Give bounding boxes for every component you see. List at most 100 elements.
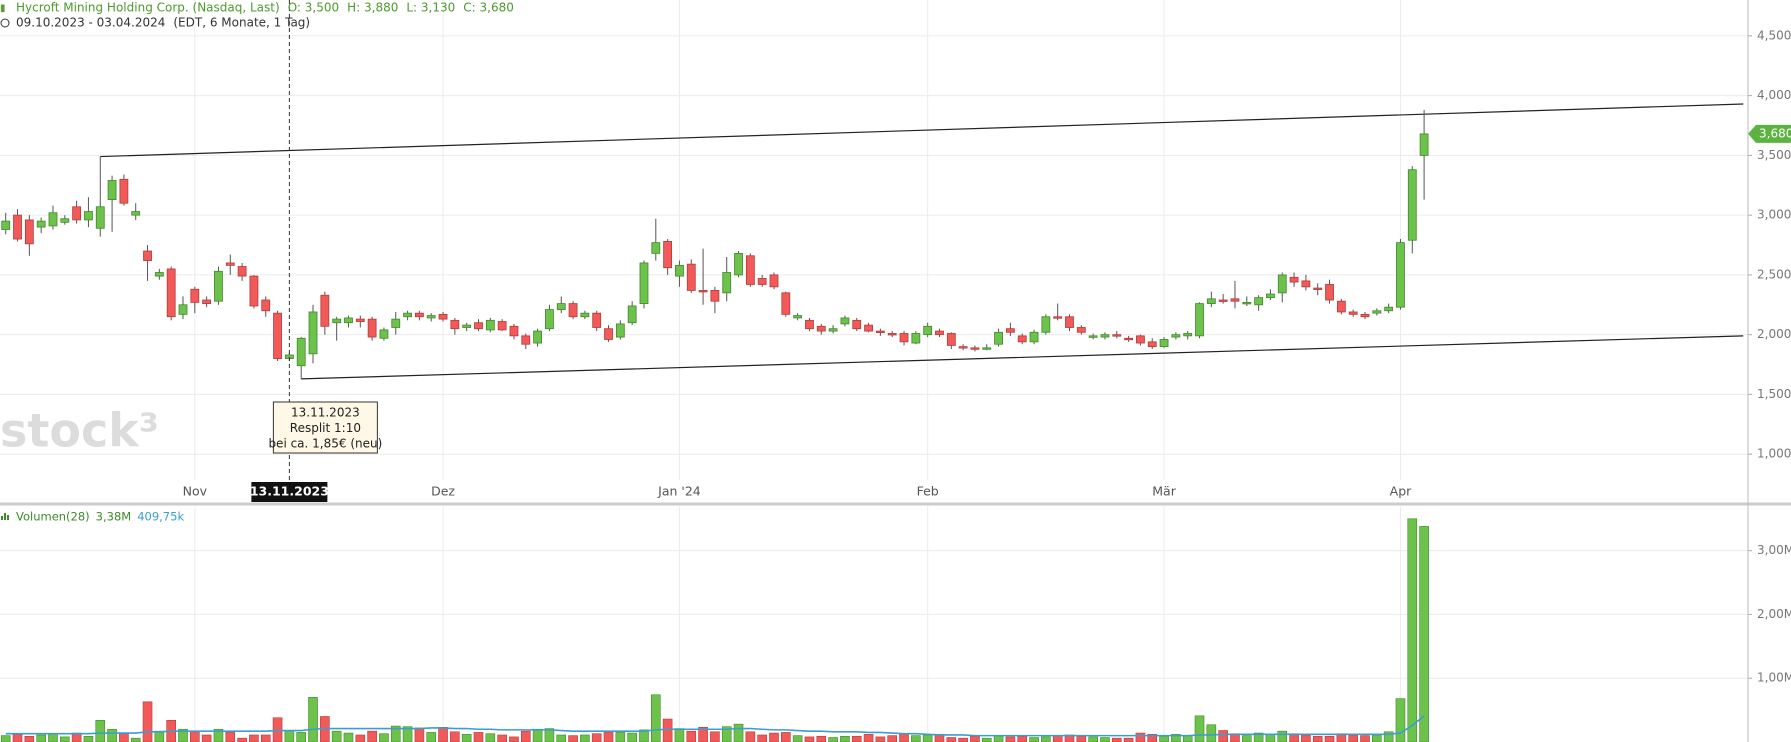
candle-body [131, 211, 141, 216]
volume-bar [154, 730, 165, 742]
crosshair-label-bg [251, 482, 328, 502]
candle-body [852, 319, 862, 330]
volume-bar [1206, 724, 1217, 742]
candle-body [273, 312, 282, 359]
volume-bar [1135, 732, 1146, 742]
volume-bar [745, 731, 756, 742]
volume-bar [473, 732, 484, 742]
volume-bar [201, 734, 212, 742]
volume-bar [461, 734, 472, 742]
volume-bar [674, 728, 685, 742]
candle-body [816, 325, 826, 332]
volume-bar [1218, 730, 1228, 742]
volume-bar [922, 734, 933, 742]
ohlc-label: L: 3,130 [406, 1, 455, 15]
volume-bar [1348, 734, 1358, 742]
y-tick-label: 3,00M [1757, 543, 1791, 557]
volume-bar [1407, 518, 1418, 742]
legend-icon [7, 515, 9, 520]
y-tick-label: 1,500 [1757, 387, 1791, 401]
volume-bar [1312, 735, 1323, 742]
annotation-box [272, 401, 378, 454]
volume-bar [721, 726, 732, 742]
candle-body [1336, 300, 1346, 313]
volume-bar [1265, 734, 1276, 742]
candle-body [722, 272, 732, 294]
chart-title: Hycroft Mining Holding Corp. (Nasdaq, La… [16, 1, 280, 15]
volume-bar [1052, 735, 1063, 742]
volume-bar [308, 697, 318, 742]
candle-body [202, 299, 212, 304]
candle-body [1289, 276, 1299, 283]
candle-body [379, 329, 389, 339]
candle-body [1041, 316, 1051, 333]
candle-body [899, 333, 909, 343]
candle-body [686, 263, 696, 291]
candle-body [994, 331, 1003, 345]
candle-body [1313, 287, 1323, 290]
candle-body [391, 318, 401, 328]
candle-body [1396, 242, 1405, 308]
legend-icon [1, 516, 3, 520]
candle-body [604, 328, 613, 340]
volume-bar [769, 732, 779, 742]
legend-value: 3,38M [96, 510, 132, 524]
candle-body [1112, 334, 1122, 337]
candle-body [355, 318, 365, 322]
candle-body [1230, 298, 1240, 302]
candle-body [1195, 303, 1204, 337]
candle-body [757, 278, 767, 285]
volume-bar [48, 733, 58, 742]
y-tick-label: 4,000 [1757, 88, 1791, 102]
candle-body [249, 275, 259, 307]
candle-body [166, 268, 176, 318]
candle-body [237, 266, 247, 277]
candle-body [545, 309, 554, 330]
candle-body [1, 220, 11, 230]
volume-bar [450, 731, 460, 742]
volume-bar [1147, 734, 1158, 742]
candle-body [982, 347, 992, 350]
volume-bar [1242, 735, 1252, 742]
volume-bar [331, 730, 342, 742]
volume-bar [816, 735, 827, 742]
volume-bar [237, 737, 247, 742]
volume-bar [781, 732, 791, 742]
volume-bar [1017, 735, 1028, 742]
volume-bar [1076, 735, 1087, 742]
x-tick-label: Apr [1390, 484, 1412, 499]
candle-body [1301, 280, 1311, 288]
volume-bar [426, 732, 437, 742]
volume-bar [1383, 731, 1394, 742]
volume-bar [639, 729, 649, 742]
trendline [100, 103, 1744, 158]
ohlc-label: O: 3,500 [288, 1, 339, 15]
volume-bar [875, 736, 886, 742]
volume-bar [851, 735, 862, 742]
candle-body [946, 333, 956, 346]
volume-bar [1301, 734, 1311, 742]
candle-body [497, 321, 507, 331]
candle-body [1147, 341, 1157, 348]
volume-bar [390, 725, 401, 742]
volume-bar [130, 737, 141, 742]
candle-body [651, 242, 661, 254]
candle-body [1266, 293, 1275, 299]
crosshair-label: 13.11.2023 [250, 484, 329, 499]
candle-body [1325, 284, 1334, 301]
candle-body [805, 319, 814, 330]
candle-body [745, 255, 755, 285]
legend-label: Volumen(28) [16, 510, 90, 524]
volume-bar [828, 737, 838, 742]
candle-body [1218, 299, 1228, 302]
volume-bar [1395, 698, 1406, 742]
y-tick-label: 1,00M [1757, 671, 1791, 685]
volume-bar [119, 733, 129, 742]
volume-bar [981, 737, 992, 742]
volume-bar [509, 736, 519, 742]
candle-body [1006, 328, 1015, 333]
candle-body [225, 262, 235, 266]
x-tick-label: Nov [183, 484, 208, 499]
candle-body [1254, 297, 1264, 306]
x-tick-label: Feb [917, 484, 939, 499]
